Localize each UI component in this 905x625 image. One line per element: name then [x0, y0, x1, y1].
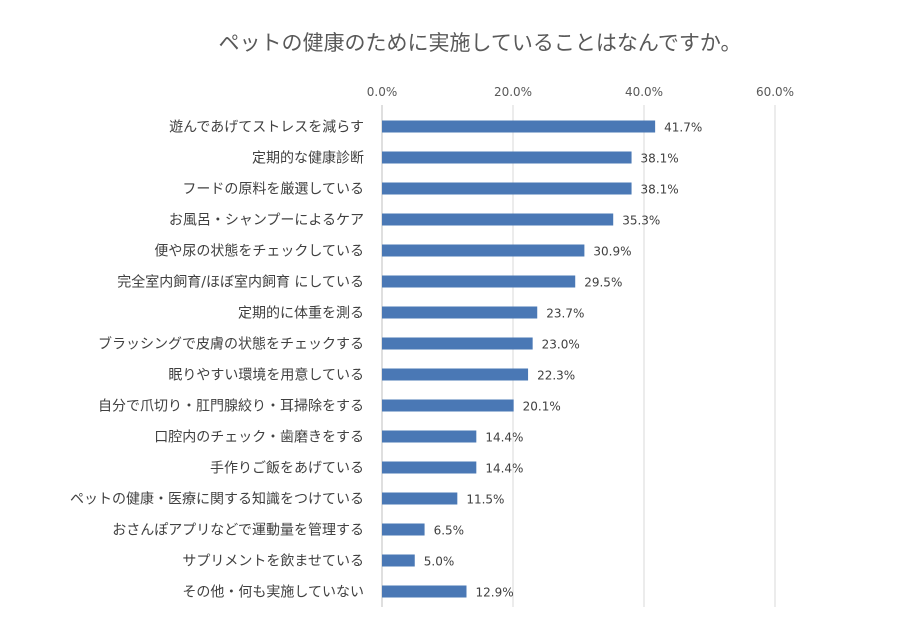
data-label: 14.4% — [485, 431, 523, 445]
x-axis-ticks: 0.0% 20.0% 40.0% 60.0% — [367, 85, 794, 99]
bar — [382, 368, 529, 381]
x-tick-label: 60.0% — [756, 85, 794, 99]
bar — [382, 151, 632, 164]
bar — [382, 244, 585, 257]
bar — [382, 430, 477, 443]
bar — [382, 554, 415, 567]
bar — [382, 182, 632, 195]
data-label: 41.7% — [664, 121, 702, 135]
data-label: 38.1% — [641, 152, 679, 166]
category-label: 自分で爪切り・肛門腺絞り・耳掃除をする — [98, 398, 364, 415]
data-label: 30.9% — [593, 245, 631, 259]
bar — [382, 213, 614, 226]
bar — [382, 120, 656, 133]
chart-title: ペットの健康のために実施していることはなんですか。 — [219, 31, 742, 55]
x-tick-label: 20.0% — [494, 85, 532, 99]
data-label: 22.3% — [537, 369, 575, 383]
data-label: 11.5% — [466, 493, 504, 507]
category-label: その他・何も実施していない — [182, 585, 364, 601]
category-label: サプリメントを飲ませている — [182, 554, 364, 570]
category-labels: 遊んであげてストレスを減らす定期的な健康診断フードの原料を厳選しているお風呂・シ… — [70, 119, 364, 601]
category-label: 便や尿の状態をチェックしている — [154, 244, 364, 260]
data-labels: 41.7% 38.1% 38.1% 35.3% 30.9% 29.5% 23.7% 23.0%… — [424, 121, 703, 600]
category-label: 定期的に体重を測る — [238, 306, 364, 322]
category-label: 口腔内のチェック・歯磨きをする — [154, 430, 364, 446]
category-label: ブラッシングで皮膚の状態をチェックする — [98, 336, 364, 353]
category-label: 手作りご飯をあげている — [210, 460, 364, 477]
bar — [382, 399, 514, 412]
data-label: 5.0% — [424, 555, 455, 569]
bar — [382, 585, 467, 598]
data-label: 20.1% — [523, 400, 561, 414]
data-label: 38.1% — [641, 183, 679, 197]
category-label: 定期的な健康診断 — [252, 150, 364, 167]
x-tick-label: 40.0% — [625, 85, 663, 99]
bar — [382, 306, 538, 319]
data-label: 14.4% — [485, 462, 523, 476]
data-label: 6.5% — [434, 524, 465, 538]
x-tick-label: 0.0% — [367, 85, 398, 99]
category-label: フードの原料を厳選している — [182, 182, 364, 198]
data-label: 12.9% — [475, 586, 513, 600]
bar — [382, 461, 477, 474]
category-label: お風呂・シャンプーによるケア — [169, 213, 364, 229]
bars — [382, 120, 656, 598]
data-label: 23.7% — [546, 307, 584, 321]
category-label: ペットの健康・医療に関する知識をつけている — [70, 491, 364, 508]
bar — [382, 337, 533, 350]
data-label: 29.5% — [584, 276, 622, 290]
category-label: 遊んであげてストレスを減らす — [169, 119, 364, 136]
bar — [382, 523, 425, 536]
data-label: 35.3% — [622, 214, 660, 228]
data-label: 23.0% — [542, 338, 580, 352]
category-label: 眠りやすい環境を用意している — [168, 367, 364, 384]
category-label: 完全室内飼育/ほぼ室内飼育 にしている — [117, 274, 364, 291]
bar — [382, 275, 576, 288]
category-label: おさんぽアプリなどで運動量を管理する — [112, 523, 364, 539]
bar — [382, 492, 458, 505]
